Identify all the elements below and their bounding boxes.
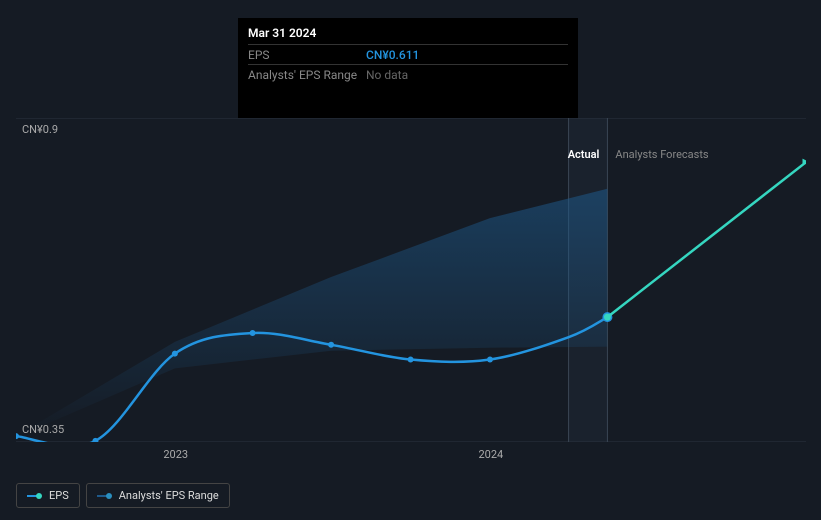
y-axis-tick-label: CN¥0.35 — [22, 423, 64, 436]
tooltip-row: EPS CN¥0.611 — [248, 44, 568, 62]
eps-chart[interactable]: CN¥0.9 CN¥0.35 Actual Analysts Forecasts… — [16, 118, 806, 442]
y-axis-tick-label: CN¥0.9 — [22, 123, 58, 136]
chart-tooltip: Mar 31 2024 EPS CN¥0.611 Analysts' EPS R… — [238, 18, 578, 118]
tooltip-label: Analysts' EPS Range — [248, 68, 366, 82]
tooltip-label: EPS — [248, 48, 366, 62]
legend-item-eps[interactable]: EPS — [16, 483, 80, 508]
tooltip-value: CN¥0.611 — [366, 48, 566, 62]
section-label-forecast: Analysts Forecasts — [615, 148, 708, 161]
legend-label: EPS — [49, 489, 69, 502]
legend-item-range[interactable]: Analysts' EPS Range — [86, 483, 230, 508]
tooltip-date: Mar 31 2024 — [248, 26, 568, 40]
tooltip-row: Analysts' EPS Range No data — [248, 64, 568, 82]
section-label-actual: Actual — [568, 148, 600, 161]
x-axis-tick-label: 2023 — [163, 448, 188, 461]
legend-swatch-icon — [27, 493, 42, 499]
chart-svg — [16, 118, 806, 442]
x-axis-tick-label: 2024 — [478, 448, 503, 461]
legend-label: Analysts' EPS Range — [119, 489, 219, 502]
chart-legend: EPS Analysts' EPS Range — [16, 483, 230, 508]
legend-swatch-icon — [97, 493, 112, 499]
tooltip-value: No data — [366, 68, 566, 82]
